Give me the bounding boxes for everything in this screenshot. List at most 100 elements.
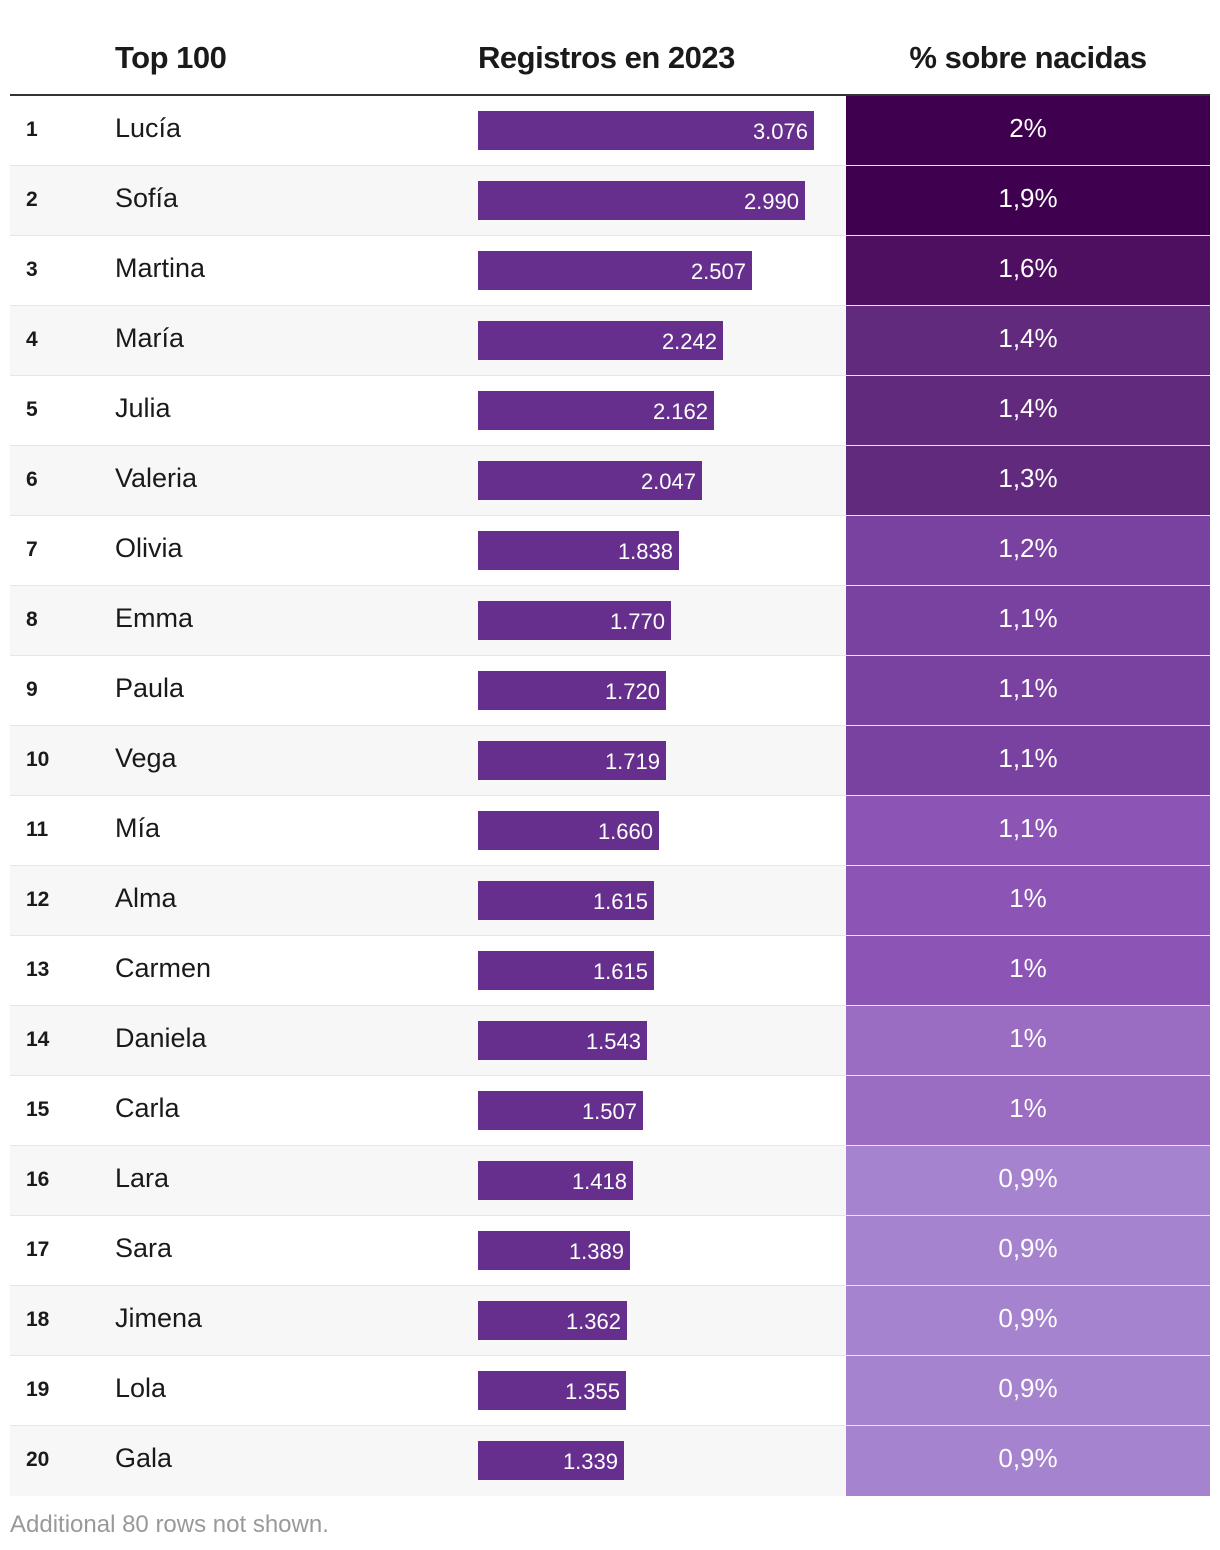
pct-cell: 1,1% [846,726,1210,795]
row-name: Jimena [115,1303,203,1333]
row-rank: 14 [26,1028,50,1051]
registros-bar: 1.543 [478,1021,647,1060]
column-header-pct[interactable]: % sobre nacidas [909,40,1147,75]
table-row: 12 Alma 1.615 1% [10,866,1210,936]
row-name: Julia [115,393,171,423]
registros-bar: 2.242 [478,321,723,360]
pct-cell: 1,6% [846,236,1210,305]
pct-cell: 1,1% [846,656,1210,725]
row-name: Martina [115,253,206,283]
registros-bar-label: 1.770 [609,609,665,634]
table-row: 4 María 2.242 1,4% [10,306,1210,376]
row-name: Lara [115,1163,170,1193]
row-name: Carla [115,1093,180,1123]
column-header-registros[interactable]: Registros en 2023 [478,40,735,75]
registros-bar-label: 1.615 [592,959,648,984]
row-name: Vega [115,743,177,773]
registros-bar-label: 1.543 [585,1029,641,1054]
row-rank: 4 [26,328,38,351]
registros-bar-label: 1.838 [617,539,673,564]
registros-bar-label: 1.362 [565,1309,621,1334]
row-rank: 11 [26,818,49,841]
table-row: 3 Martina 2.507 1,6% [10,236,1210,306]
table-row: 6 Valeria 2.047 1,3% [10,446,1210,516]
row-rank: 8 [26,608,38,631]
registros-bar: 1.770 [478,601,671,640]
table-row: 2 Sofía 2.990 1,9% [10,166,1210,236]
table-body: 1 Lucía 3.076 2% 2 Sofía 2.990 1,9% 3 Martina 2.50… [10,96,1210,1496]
pct-cell: 1,1% [846,586,1210,655]
pct-cell: 0,9% [846,1146,1210,1215]
row-rank: 17 [26,1238,50,1261]
registros-bar-label: 1.355 [564,1379,620,1404]
row-name: Gala [115,1443,173,1473]
registros-bar-label: 2.242 [661,329,717,354]
row-name: Paula [115,673,185,703]
row-rank: 7 [26,538,38,561]
registros-bar-label: 2.990 [743,189,799,214]
table-footer-note: Additional 80 rows not shown. [10,1511,329,1538]
row-name: María [115,323,185,353]
registros-bar: 1.355 [478,1371,626,1410]
registros-bar: 1.615 [478,951,654,990]
registros-bar: 2.047 [478,461,702,500]
registros-bar: 1.507 [478,1091,643,1130]
row-rank: 5 [26,398,38,421]
table-row: 16 Lara 1.418 0,9% [10,1146,1210,1216]
registros-bar-label: 2.162 [652,399,708,424]
row-name: Carmen [115,953,212,983]
table-row: 8 Emma 1.770 1,1% [10,586,1210,656]
row-name: Sofía [115,183,179,213]
pct-cell: 0,9% [846,1356,1210,1425]
table-row: 18 Jimena 1.362 0,9% [10,1286,1210,1356]
row-name: Mía [115,813,161,843]
registros-bar-label: 3.076 [752,119,808,144]
pct-cell: 1,4% [846,376,1210,445]
table-row: 9 Paula 1.720 1,1% [10,656,1210,726]
pct-cell: 0,9% [846,1426,1210,1496]
row-rank: 10 [26,748,50,771]
registros-bar: 1.719 [478,741,666,780]
table-row: 19 Lola 1.355 0,9% [10,1356,1210,1426]
table-row: 15 Carla 1.507 1% [10,1076,1210,1146]
row-rank: 18 [26,1308,50,1331]
pct-cell: 1% [846,1076,1210,1145]
pct-cell: 0,9% [846,1216,1210,1285]
table-row: 10 Vega 1.719 1,1% [10,726,1210,796]
row-rank: 1 [26,118,38,141]
table-row: 13 Carmen 1.615 1% [10,936,1210,1006]
row-rank: 2 [26,188,38,211]
row-rank: 19 [26,1378,50,1401]
row-rank: 15 [26,1098,50,1121]
row-name: Valeria [115,463,198,493]
table-row: 5 Julia 2.162 1,4% [10,376,1210,446]
registros-bar-label: 1.719 [604,749,660,774]
pct-cell: 1% [846,866,1210,935]
row-name: Lucía [115,113,182,143]
pct-cell: 1,4% [846,306,1210,375]
registros-bar: 1.660 [478,811,659,850]
row-rank: 12 [26,888,50,911]
registros-bar-label: 1.339 [562,1449,618,1474]
registros-bar-label: 2.507 [690,259,746,284]
pct-cell: 1% [846,936,1210,1005]
registros-bar-label: 1.507 [581,1099,637,1124]
registros-bar-label: 1.720 [604,679,660,704]
row-rank: 13 [26,958,50,981]
registros-bar-label: 1.418 [571,1169,627,1194]
row-rank: 9 [26,678,38,701]
registros-bar: 1.720 [478,671,666,710]
row-name: Emma [115,603,194,633]
registros-bar: 1.615 [478,881,654,920]
pct-cell: 1,2% [846,516,1210,585]
pct-cell: 0,9% [846,1286,1210,1355]
row-name: Sara [115,1233,173,1263]
registros-bar-label: 1.615 [592,889,648,914]
registros-bar-label: 1.389 [568,1239,624,1264]
table-header: Top 100 Registros en 2023 % sobre nacida… [10,0,1210,96]
row-name: Olivia [115,533,183,563]
column-header-name[interactable]: Top 100 [115,40,227,75]
row-rank: 16 [26,1168,50,1191]
names-table: Top 100 Registros en 2023 % sobre nacida… [10,0,1210,1496]
row-rank: 3 [26,258,38,281]
